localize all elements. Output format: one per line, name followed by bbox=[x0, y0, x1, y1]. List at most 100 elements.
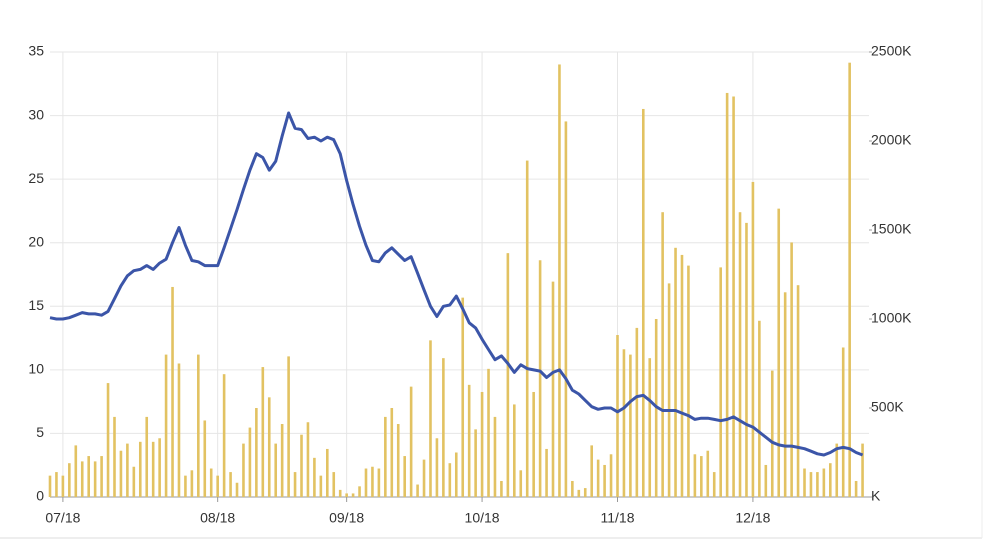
y-tick-label: 20 bbox=[28, 233, 44, 249]
volume-bar bbox=[758, 320, 761, 497]
volume-bar bbox=[454, 452, 458, 497]
volume-bar bbox=[209, 468, 213, 497]
y2-tick-label: 1000K bbox=[871, 310, 912, 326]
price-line bbox=[49, 111, 864, 457]
volume-bar bbox=[229, 472, 232, 497]
volume-bar bbox=[255, 408, 258, 497]
x-tick-label: 07/18 bbox=[45, 510, 80, 526]
volume-bar bbox=[603, 464, 606, 497]
volume-bar bbox=[151, 441, 155, 497]
volume-bar bbox=[274, 443, 278, 497]
volume-bar bbox=[738, 212, 742, 497]
volume-bar bbox=[545, 448, 548, 497]
volume-bar bbox=[725, 92, 729, 497]
volume-bar bbox=[138, 441, 142, 497]
volume-bar bbox=[132, 466, 136, 497]
volume-bar bbox=[538, 260, 542, 497]
volume-bar bbox=[525, 160, 529, 497]
volume-bar bbox=[319, 475, 323, 497]
volume-bar bbox=[106, 383, 110, 497]
volume-bar bbox=[480, 391, 484, 497]
volume-bar bbox=[100, 456, 103, 497]
volume-bar bbox=[55, 472, 58, 497]
y-tick-label: 5 bbox=[36, 424, 44, 440]
volume-bar bbox=[583, 488, 587, 497]
volume-bar bbox=[648, 358, 652, 497]
volume-bar bbox=[145, 416, 149, 497]
volume-bar bbox=[571, 480, 574, 497]
volume-bar bbox=[848, 62, 851, 498]
volume-bar bbox=[113, 416, 116, 497]
volume-bar bbox=[841, 347, 845, 497]
y2-tick-label: 2000K bbox=[871, 132, 912, 148]
volume-bar bbox=[87, 456, 90, 497]
volume-bar bbox=[783, 292, 787, 497]
volume-bar bbox=[861, 443, 864, 497]
volume-bar bbox=[422, 459, 426, 497]
volume-bar bbox=[590, 445, 594, 497]
y-tick-label: 30 bbox=[28, 106, 44, 122]
volume-bar bbox=[712, 472, 716, 497]
volume-bar bbox=[345, 493, 348, 497]
volume-bar bbox=[184, 475, 187, 497]
volume-bar bbox=[293, 472, 297, 497]
volume-bar bbox=[564, 121, 568, 498]
volume-bar bbox=[493, 416, 497, 497]
volume-bar bbox=[442, 358, 445, 497]
x-tick-label: 12/18 bbox=[735, 510, 770, 526]
volume-bar bbox=[222, 374, 226, 497]
volume-bar bbox=[371, 466, 374, 497]
volume-bar bbox=[216, 475, 219, 497]
y2-tick-label: 500K bbox=[871, 399, 904, 415]
volume-bar bbox=[126, 443, 129, 497]
volume-bar bbox=[235, 482, 239, 497]
volume-bar bbox=[48, 475, 52, 497]
volume-bar bbox=[280, 424, 284, 497]
volume-bar bbox=[435, 438, 439, 497]
volume-bar bbox=[706, 450, 710, 497]
volume-bar bbox=[816, 472, 819, 497]
volume-bar bbox=[635, 327, 639, 497]
x-tick-label: 08/18 bbox=[200, 510, 235, 526]
volume-bar bbox=[403, 456, 406, 497]
volume-bar bbox=[61, 475, 65, 497]
y2-tick-label: 2500K bbox=[871, 43, 912, 59]
y2-tick-label: K bbox=[871, 488, 881, 504]
volume-bar bbox=[332, 472, 336, 497]
y-tick-label: 15 bbox=[28, 297, 44, 313]
volume-bar bbox=[74, 445, 78, 497]
volume-bar bbox=[829, 463, 832, 497]
volume-bar bbox=[687, 265, 690, 497]
volume-bar bbox=[177, 363, 181, 497]
volume-bar bbox=[532, 391, 535, 497]
volume-bar bbox=[93, 461, 97, 497]
volume-bar bbox=[719, 267, 722, 497]
volume-bar bbox=[287, 356, 290, 497]
volume-bar bbox=[803, 468, 806, 497]
volume-bar bbox=[190, 470, 194, 497]
volume-bar bbox=[822, 468, 826, 497]
volume-bar bbox=[796, 285, 800, 497]
volume-bar bbox=[622, 349, 626, 497]
volume-bar bbox=[396, 424, 400, 497]
volume-bar bbox=[519, 470, 523, 497]
volume-bar bbox=[267, 397, 271, 497]
volume-bar bbox=[390, 408, 394, 497]
volume-bar bbox=[467, 384, 471, 497]
volume-bar bbox=[700, 456, 703, 497]
volume-bar bbox=[313, 457, 316, 497]
volume-bar bbox=[790, 242, 793, 497]
volume-bar bbox=[338, 489, 342, 497]
volume-bar bbox=[158, 438, 161, 497]
volume-bar bbox=[777, 208, 781, 497]
volume-bar bbox=[306, 422, 310, 497]
volume-bar bbox=[461, 297, 465, 497]
y-tick-label: 10 bbox=[28, 361, 44, 377]
volume-bar bbox=[551, 281, 555, 497]
volume-bar bbox=[68, 463, 71, 497]
volume-bar bbox=[351, 493, 355, 497]
volume-bar bbox=[429, 340, 432, 497]
volume-bar bbox=[616, 335, 619, 497]
volume-bar bbox=[300, 434, 303, 497]
volume-bar bbox=[596, 459, 600, 497]
